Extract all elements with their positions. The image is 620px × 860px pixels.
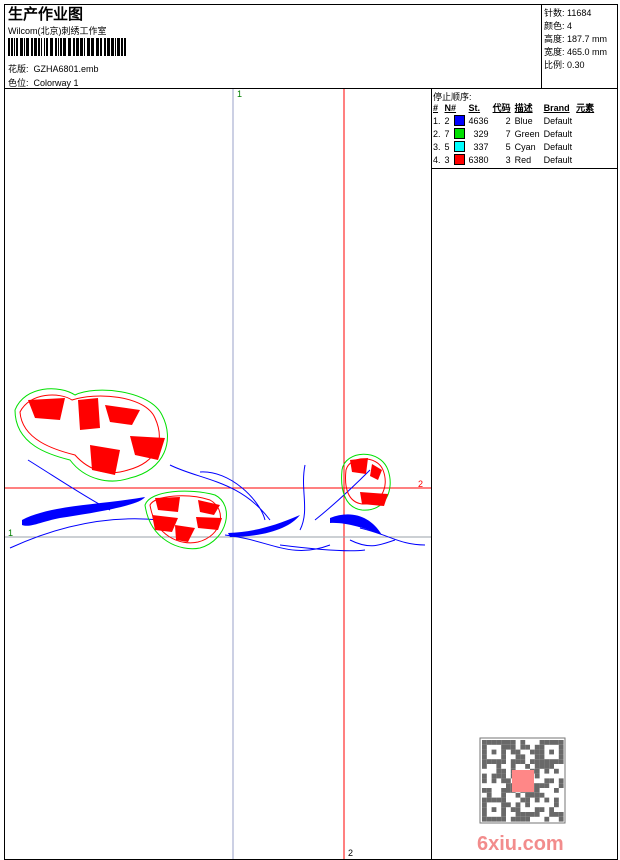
barcode bbox=[8, 38, 126, 56]
column-header: # bbox=[433, 102, 439, 113]
crosshair-v2-label: 2 bbox=[348, 848, 353, 858]
color-code: 7 bbox=[505, 128, 511, 139]
watermark: 6xiu.com bbox=[477, 737, 566, 855]
row-index: 2. bbox=[433, 128, 441, 139]
design-value: GZHA6801.emb bbox=[33, 64, 99, 74]
swatch-cell bbox=[453, 114, 468, 127]
watermark-text: 6xiu.com bbox=[477, 833, 564, 855]
row-index: 3. bbox=[433, 141, 441, 152]
stitch-count: 4636 bbox=[468, 115, 489, 126]
design-height: 高度: 187.7 mm bbox=[544, 34, 608, 44]
row-index: 1. bbox=[433, 115, 441, 126]
table-row: 3. 5 337 5 Cyan Default bbox=[432, 140, 597, 153]
crosshair-h1-label: 1 bbox=[8, 528, 13, 538]
needle: 5 bbox=[444, 141, 450, 152]
column-header: 描述 bbox=[514, 103, 533, 113]
crosshair-h2-label: 2 bbox=[418, 479, 423, 489]
stitch-count: 6380 bbox=[468, 154, 489, 165]
crosshair-v1-label: 1 bbox=[237, 89, 242, 99]
blue-leaf-left bbox=[22, 497, 145, 526]
color-code: 3 bbox=[505, 154, 511, 165]
column-header: N# bbox=[444, 102, 457, 113]
blue-leaf-right bbox=[330, 514, 382, 535]
design-scale: 比例: 0.30 bbox=[544, 60, 585, 70]
color-swatch bbox=[453, 128, 465, 140]
column-header: 元素 bbox=[576, 103, 595, 113]
brand: Default bbox=[543, 154, 573, 165]
blue-leaf-mid bbox=[228, 515, 300, 537]
color-swatch bbox=[453, 141, 465, 153]
company-name: Wilcom(北京)刺绣工作室 bbox=[8, 26, 107, 36]
needle: 3 bbox=[444, 154, 450, 165]
swatch-cell bbox=[453, 140, 468, 153]
brand: Default bbox=[543, 141, 573, 152]
stop-sequence-table: # N# St. 代码 描述 Brand 元素 1. 2 4636 2 Blue Defau… bbox=[432, 101, 597, 166]
color-description: Red bbox=[514, 154, 532, 165]
brand: Default bbox=[543, 115, 573, 126]
stitch-count: 337 bbox=[473, 141, 489, 152]
row-index: 4. bbox=[433, 154, 441, 165]
stitch-count: 329 bbox=[473, 128, 489, 139]
table-row: 4. 3 6380 3 Red Default bbox=[432, 153, 597, 166]
needle: 2 bbox=[444, 115, 450, 126]
stitch-count: 针数: 11684 bbox=[544, 8, 592, 18]
brand: Default bbox=[543, 128, 573, 139]
color-count: 颜色: 4 bbox=[544, 21, 573, 31]
design-width: 宽度: 465.0 mm bbox=[544, 47, 608, 57]
color-description: Blue bbox=[514, 115, 533, 126]
design-label: 花版: bbox=[8, 64, 29, 74]
table-row: 1. 2 4636 2 Blue Default bbox=[432, 114, 597, 127]
colorway-label: 色位: bbox=[8, 78, 29, 88]
swatch-cell bbox=[453, 127, 468, 140]
design-file: 花版: GZHA6801.emb bbox=[8, 62, 99, 75]
needle: 7 bbox=[444, 128, 450, 139]
color-description: Cyan bbox=[514, 141, 536, 152]
stop-sequence-title: 停止顺序: bbox=[433, 92, 472, 102]
page-title: 生产作业图 bbox=[8, 6, 84, 23]
color-code: 5 bbox=[505, 141, 511, 152]
color-swatch bbox=[453, 115, 465, 127]
colorway: 色位: Colorway 1 bbox=[8, 76, 79, 89]
column-header: 代码 bbox=[492, 103, 511, 113]
color-code: 2 bbox=[505, 115, 511, 126]
embroidery-design bbox=[9, 388, 426, 552]
swatch-cell bbox=[453, 153, 468, 166]
table-row: 2. 7 329 7 Green Default bbox=[432, 127, 597, 140]
colorway-value: Colorway 1 bbox=[33, 78, 79, 88]
color-description: Green bbox=[514, 128, 540, 139]
column-header: St. bbox=[468, 102, 481, 113]
color-swatch bbox=[453, 154, 465, 166]
column-header: Brand bbox=[543, 102, 570, 113]
